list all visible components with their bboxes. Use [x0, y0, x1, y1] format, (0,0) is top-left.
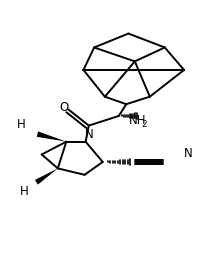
Text: O: O	[59, 101, 69, 114]
Text: N: N	[184, 147, 193, 160]
Polygon shape	[35, 168, 58, 185]
Polygon shape	[37, 131, 66, 142]
Text: H: H	[17, 118, 26, 131]
Text: N: N	[85, 128, 93, 141]
Text: H: H	[20, 185, 29, 199]
Text: 2: 2	[142, 120, 147, 129]
Text: NH: NH	[128, 114, 146, 127]
